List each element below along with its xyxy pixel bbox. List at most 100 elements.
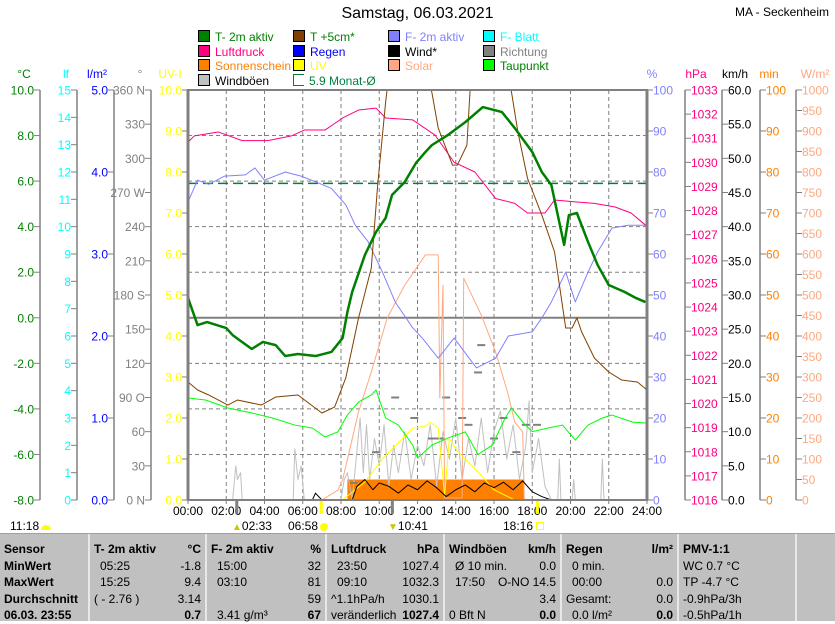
column-unit: °C	[187, 542, 201, 556]
grid	[188, 90, 647, 500]
tick-label-hum: 100	[653, 84, 673, 98]
tick-label-kmh: 25.0	[728, 323, 752, 337]
moonrise-marker: ▲02:33	[232, 519, 272, 535]
series-layer	[188, 90, 647, 500]
series-richtung	[349, 344, 542, 484]
series-taupunkt	[188, 389, 646, 459]
table-row: 05:25 -1.8	[94, 558, 201, 575]
x-tick-label: 16:00	[479, 504, 509, 518]
sunrise-marker: 06:58	[288, 519, 329, 533]
tick-label-dir: 210	[125, 254, 145, 268]
table-cell-value: 3.4	[539, 591, 556, 606]
legend-swatch	[483, 44, 495, 57]
series-windb-en	[188, 400, 647, 500]
tick-label-uv: 2.0	[165, 412, 182, 426]
tick-label-wm2: 550	[802, 268, 822, 282]
table-cell: -0.9hPa/3h	[683, 591, 742, 606]
sun-duration: 11:18	[10, 519, 40, 533]
axis-unit-min: min	[759, 67, 778, 81]
sunset-time: 18:16	[503, 519, 534, 533]
tick-label-wm2: 1000	[802, 84, 829, 98]
x-tick-label: 20:00	[555, 504, 585, 518]
column-title: Regen	[566, 542, 603, 556]
tick-label-hpa: 1023	[691, 325, 718, 339]
x-tick-label: 08:00	[326, 504, 356, 518]
tick-label-min: 30	[766, 371, 780, 385]
tick-label-wm2: 600	[802, 248, 822, 262]
legend-label: F- Blatt	[500, 30, 539, 44]
row-label: 06.03. 23:55	[4, 608, 72, 622]
tick-label-kmh: 20.0	[728, 357, 752, 371]
table-row: ^1.1hPa/h 1030.1	[331, 591, 439, 608]
tick-label-temp: -6.0	[13, 448, 34, 462]
table-cell-label: 3.41 g/m³	[217, 608, 268, 622]
sunrise-icon	[320, 523, 329, 531]
row-label: MinWert	[4, 558, 52, 573]
tick-label-temp: 10.0	[11, 84, 35, 98]
tick-label-kmh: 15.0	[728, 391, 752, 405]
tick-label-uv: 6.0	[165, 248, 182, 262]
tick-label-dir: 270 W	[110, 186, 145, 200]
tick-label-uv: 8.0	[165, 166, 182, 180]
table-cell-label: 09:10	[337, 575, 368, 589]
table-cell-label: 15:25	[100, 575, 131, 589]
tick-label-min: 80	[766, 166, 780, 180]
tick-label-wm2: 150	[802, 432, 822, 446]
axes: °C10.08.06.04.02.00.0-2.0-4.0-6.0-8.0lf1…	[11, 67, 830, 518]
table-row: 3.4	[449, 591, 556, 608]
tick-label-hpa: 1031	[691, 132, 718, 146]
legend-label: Richtung	[500, 44, 548, 59]
table-row: 59	[211, 591, 321, 608]
table-col-empty	[795, 534, 835, 621]
tick-label-wm2: 700	[802, 207, 822, 221]
series-solar	[188, 254, 647, 500]
legend-label: T- 2m aktiv	[215, 30, 274, 44]
table-cell-value: 81	[307, 575, 321, 589]
table-row: 17:50 O-NO 14.5	[449, 574, 556, 591]
legend-item: 5.9 Monat-Ø	[293, 73, 376, 88]
legend-swatch	[198, 73, 210, 86]
tick-label-lf: 4	[64, 384, 71, 398]
table-cell-value: 1032.3	[402, 575, 439, 589]
tick-label-wm2: 500	[802, 289, 822, 303]
legend-item: Solar	[388, 59, 433, 73]
table-cell-label: 0 Bft N	[449, 608, 486, 622]
tick-label-dir: 360 N	[113, 84, 145, 98]
tick-label-hpa: 1018	[691, 445, 718, 459]
tick-label-hpa: 1017	[691, 469, 718, 483]
table-col: F- 2m aktiv% 15:00 32 03:10 81 59 3.41 g/m³ 67	[205, 534, 325, 622]
legend-item: F- Blatt	[483, 30, 539, 44]
moonset-marker: ▼10:41	[388, 519, 428, 535]
tick-label-dir: 120	[125, 357, 145, 371]
column-unit: hPa	[416, 542, 439, 556]
axis-unit-wm2: W/m²	[801, 67, 830, 81]
tick-label-rain: 1.0	[91, 412, 108, 426]
legend-item: T +5cm*	[293, 30, 355, 44]
tick-label-uv: 1.0	[165, 453, 182, 467]
tick-label-lf: 0	[64, 494, 71, 508]
tick-label-kmh: 0.0	[728, 494, 745, 508]
tick-label-wm2: 250	[802, 391, 822, 405]
tick-label-lf: 8	[64, 275, 71, 289]
tick-label-uv: 5.0	[165, 289, 182, 303]
column-unit: %	[310, 542, 321, 556]
legend-swatch	[293, 73, 304, 86]
legend-swatch	[388, 44, 400, 57]
tick-label-hum: 0	[653, 494, 660, 508]
legend-label: Solar	[405, 59, 434, 73]
column-title: Windböen	[449, 542, 507, 556]
table-cell-label: 0.0 l/m²	[572, 608, 613, 622]
axis-unit-uv: UV-I	[158, 67, 181, 81]
table-row: 0 min.	[566, 558, 673, 575]
tick-label-dir: 180 S	[114, 289, 145, 303]
tick-label-min: 0	[766, 494, 773, 508]
table-header: PMV-1:1	[683, 542, 730, 556]
row-label: MaxWert	[4, 575, 54, 589]
table-cell-label: ( - 2.76 )	[94, 591, 140, 606]
table-row: 0.0 l/m² 0.0	[566, 607, 673, 624]
axis-unit-hpa: hPa	[685, 67, 707, 81]
table-row: 0.7	[94, 607, 201, 624]
tick-label-wm2: 800	[802, 166, 822, 180]
table-cell-label: Gesamt:	[566, 591, 612, 606]
tick-label-lf: 6	[64, 330, 71, 344]
